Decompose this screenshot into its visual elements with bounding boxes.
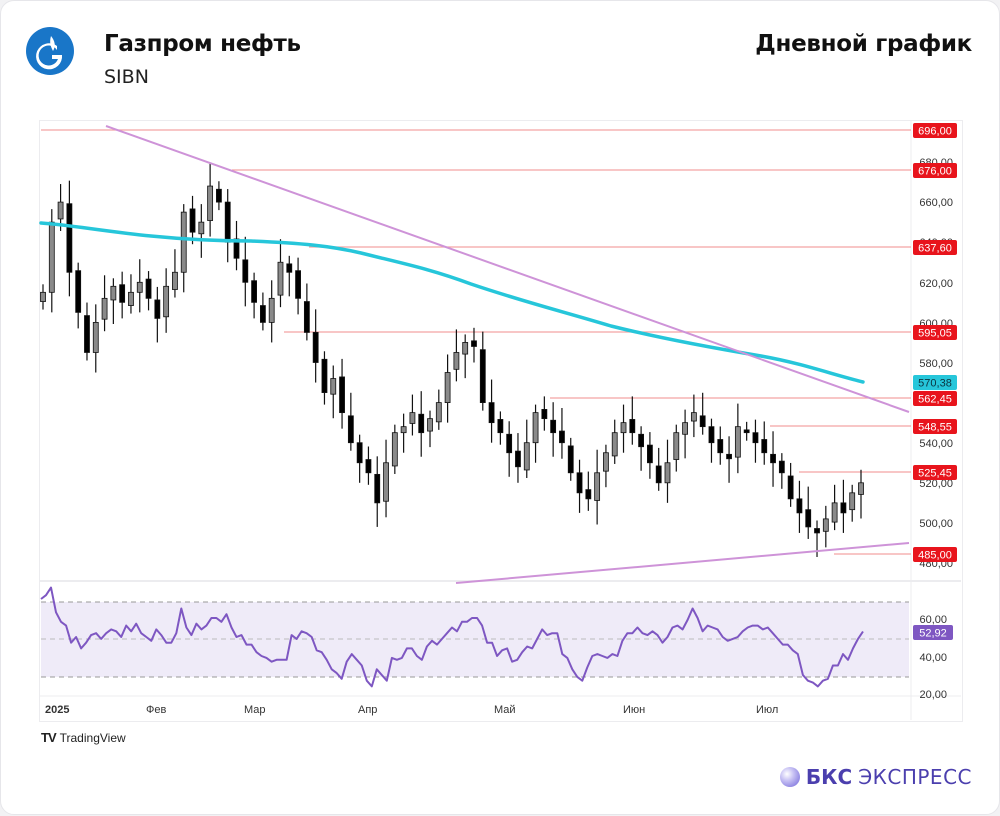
svg-text:Апр: Апр [358, 704, 377, 716]
svg-text:500,00: 500,00 [919, 518, 953, 530]
svg-text:520,00: 520,00 [919, 478, 953, 490]
svg-text:660,00: 660,00 [919, 197, 953, 209]
svg-text:Мар: Мар [244, 704, 266, 716]
svg-text:562,45: 562,45 [918, 394, 952, 406]
level-labels: 696,00 676,00 637,60 595,05 570,38 562,4… [913, 123, 957, 562]
tradingview-label: TradingView [59, 730, 126, 745]
bks-express-logo: БКС ЭКСПРЕСС [779, 765, 972, 789]
svg-text:485,00: 485,00 [918, 550, 952, 562]
tradingview-attribution[interactable]: TV TradingView [41, 730, 126, 745]
svg-text:52,92: 52,92 [919, 628, 947, 640]
chart-type-title: Дневной график [755, 31, 972, 57]
svg-text:548,55: 548,55 [918, 422, 952, 434]
svg-text:525,45: 525,45 [918, 468, 952, 480]
bks-orb-icon [779, 767, 800, 787]
bks-brand-bold: БКС [805, 765, 853, 789]
company-name: Газпром нефть [104, 31, 301, 57]
svg-text:20,00: 20,00 [919, 689, 947, 701]
bks-brand-light: ЭКСПРЕСС [858, 765, 972, 789]
svg-text:Фев: Фев [146, 704, 166, 716]
candles [40, 163, 864, 557]
svg-text:Июн: Июн [623, 704, 645, 716]
support-resistance-levels [41, 129, 911, 555]
rsi-pane [40, 586, 909, 688]
svg-text:2025: 2025 [45, 704, 69, 716]
price-axis: 680,00 660,00 640,00 620,00 600,00 580,0… [919, 157, 953, 570]
svg-text:580,00: 580,00 [919, 358, 953, 370]
svg-text:60,00: 60,00 [919, 614, 947, 626]
ticker-symbol: SIBN [104, 66, 149, 88]
svg-text:620,00: 620,00 [919, 278, 953, 290]
rsi-axis: 60,00 40,00 20,00 52,92 [913, 614, 953, 701]
svg-text:Июл: Июл [756, 704, 778, 716]
descending-trendline [105, 125, 910, 413]
tradingview-logo-icon: TV [41, 730, 57, 745]
svg-text:570,38: 570,38 [918, 378, 952, 390]
svg-text:595,05: 595,05 [918, 328, 952, 340]
svg-text:540,00: 540,00 [919, 438, 953, 450]
rsi-line [40, 586, 864, 688]
svg-text:676,00: 676,00 [918, 166, 952, 178]
time-axis: 2025 Фев Мар Апр Май Июн Июл [45, 704, 778, 716]
svg-text:696,00: 696,00 [918, 126, 952, 138]
svg-text:40,00: 40,00 [919, 652, 947, 664]
svg-text:Май: Май [494, 704, 516, 716]
ascending-trendline [455, 542, 910, 584]
gazprom-neft-logo-icon [26, 27, 74, 75]
svg-text:637,60: 637,60 [918, 243, 952, 255]
moving-average-line [39, 221, 865, 384]
